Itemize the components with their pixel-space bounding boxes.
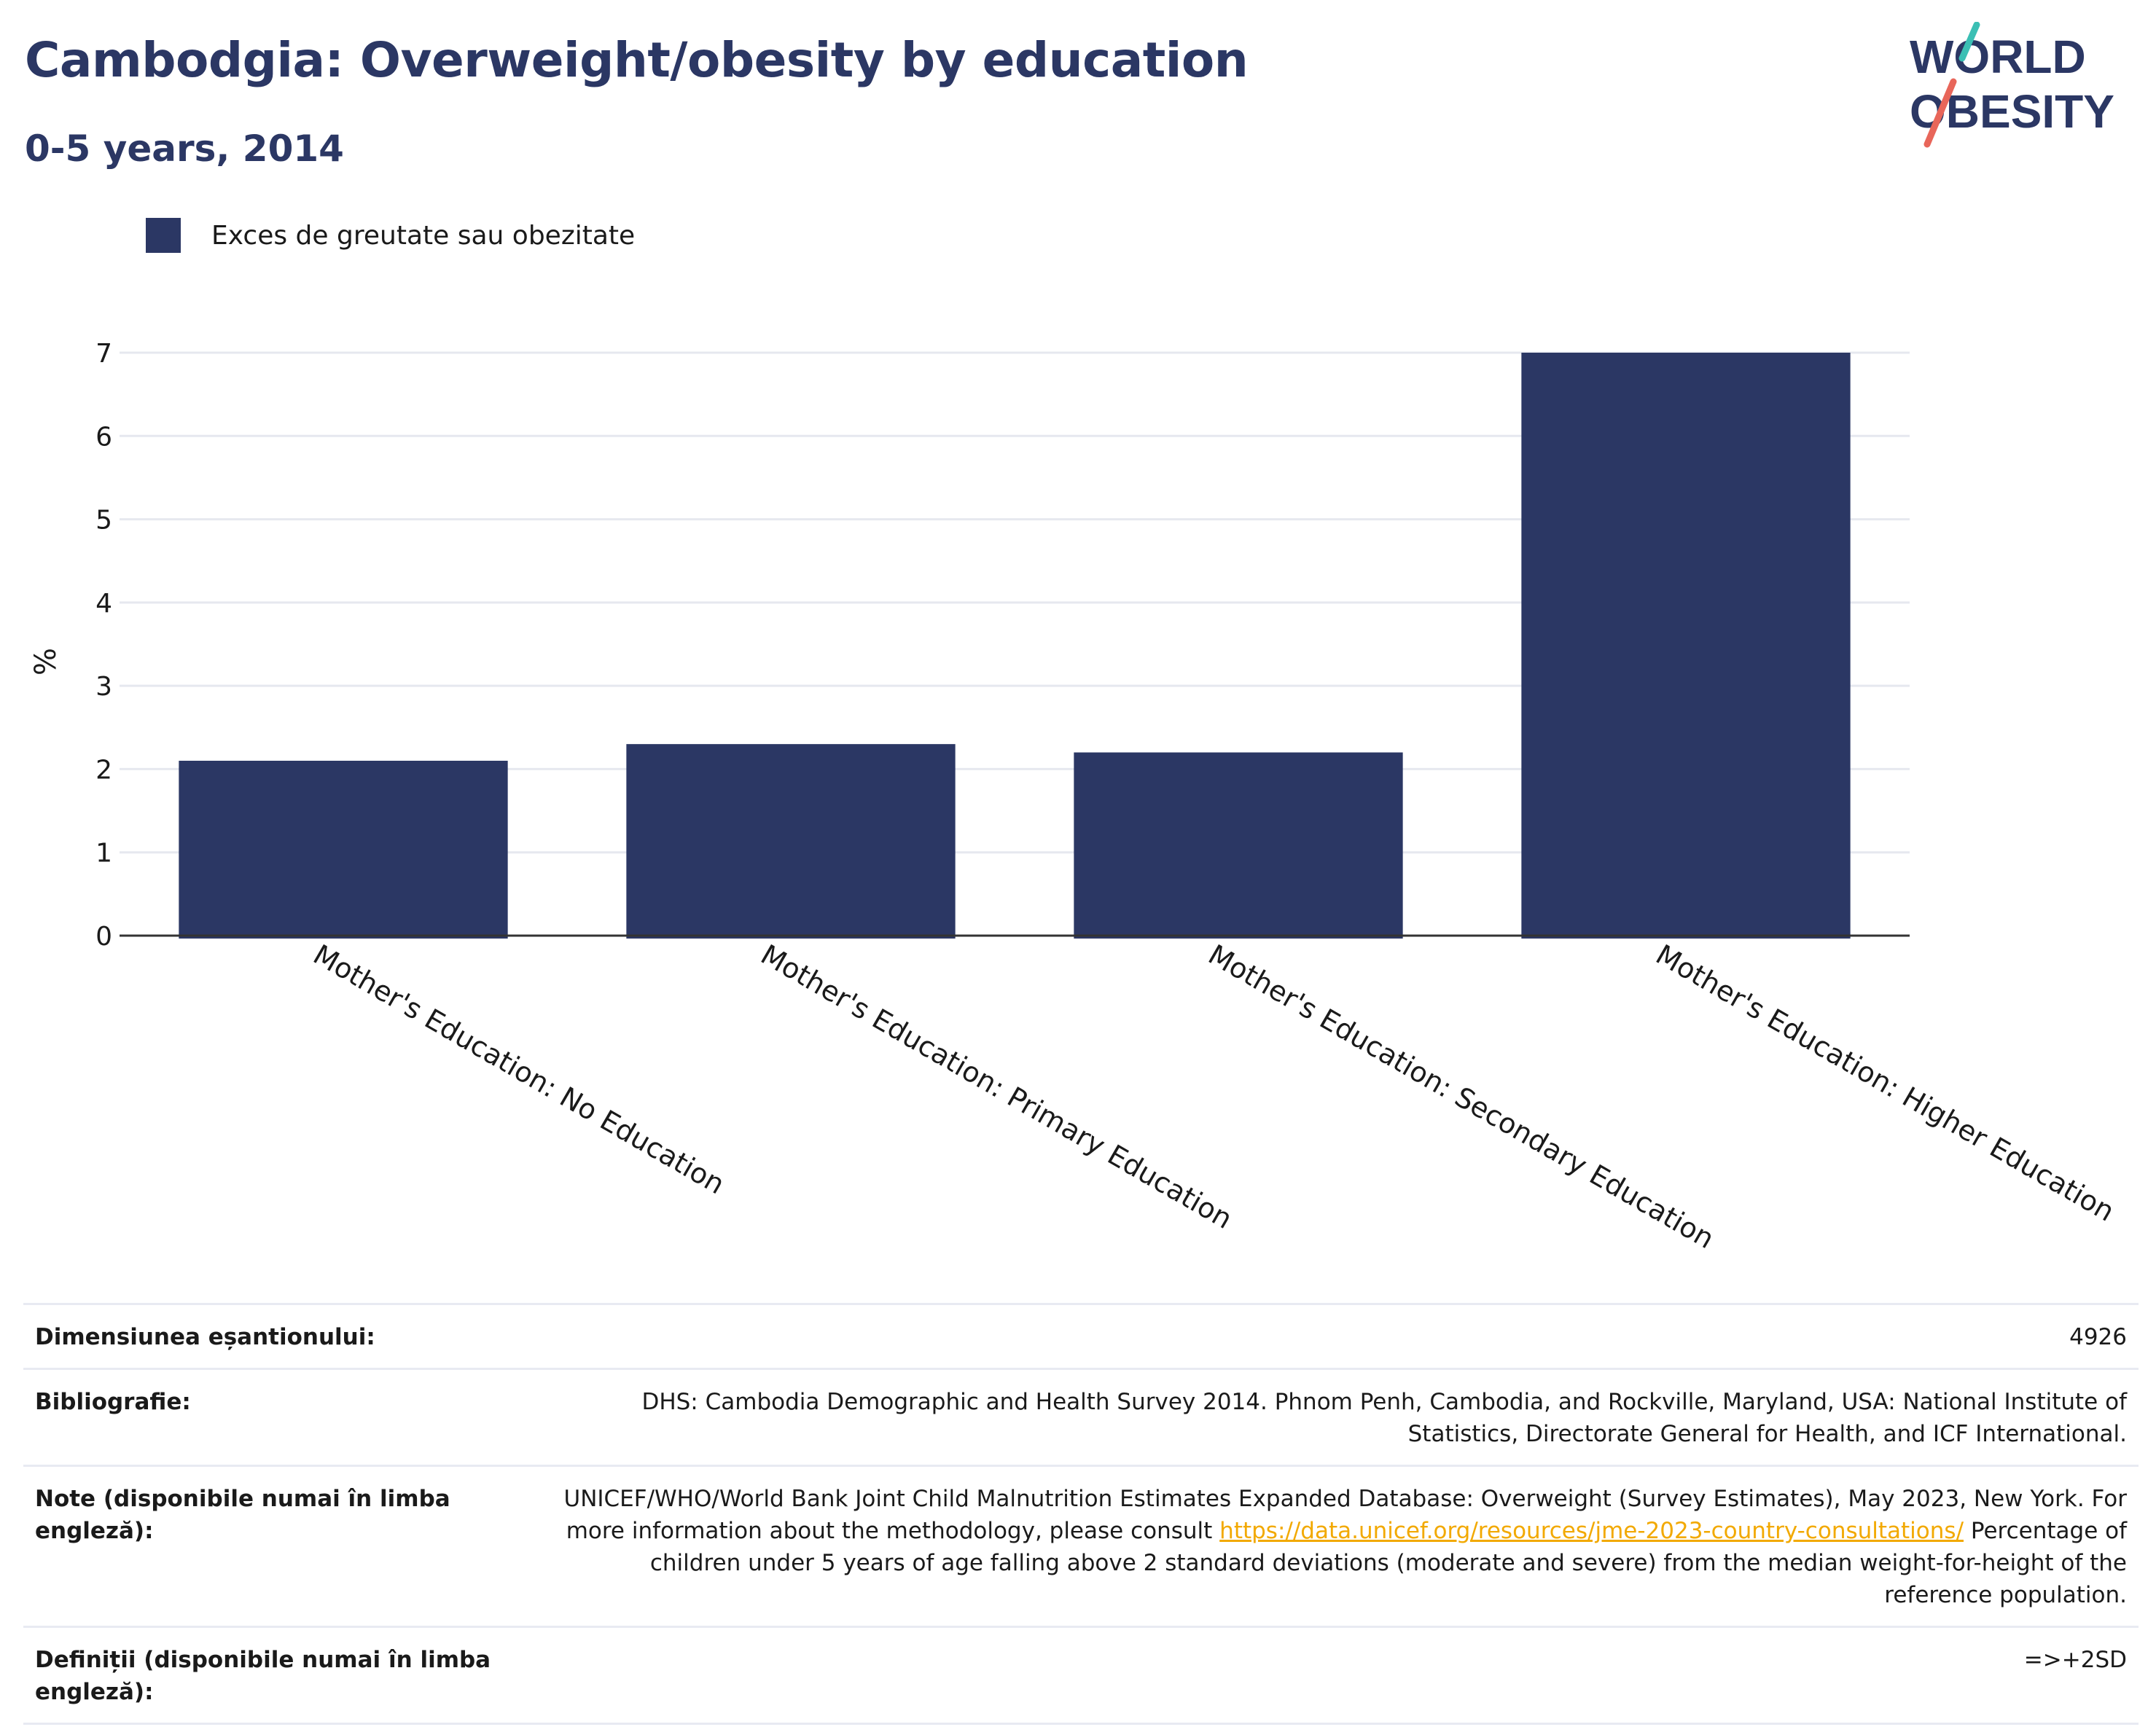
bibliography-value: DHS: Cambodia Demographic and Health Sur… (641, 1389, 2127, 1447)
logo-slash-top (1958, 22, 1980, 62)
sample-size-value: 4926 (2069, 1324, 2127, 1350)
x-tick-label: Mother's Education: Primary Education (756, 939, 1238, 1235)
y-tick-label: 7 (95, 339, 112, 369)
bar (626, 744, 956, 939)
notes-text-2: Percentage of children under 5 years of … (649, 1518, 2127, 1608)
y-tick-label: 2 (95, 755, 112, 785)
y-tick-label: 3 (95, 672, 112, 702)
x-tick-label: Mother's Education: Higher Education (1651, 939, 2120, 1228)
x-tick-label: Mother's Education: Secondary Education (1203, 939, 1720, 1256)
x-tick-label: Mother's Education: No Education (308, 939, 730, 1201)
y-tick-label: 5 (95, 506, 112, 536)
notes-text-1: UNICEF/WHO/World Bank Joint Child Malnut… (563, 1486, 2128, 1544)
meta-row-bibliography: Bibliografie: DHS: Cambodia Demographic … (23, 1368, 2139, 1465)
legend[interactable]: Exces de greutate sau obezitate (146, 217, 635, 254)
meta-row-notes: Note (disponibile numai în limba engleză… (23, 1465, 2139, 1626)
y-axis-label: % (29, 648, 63, 675)
chart-subtitle: 0-5 years, 2014 (25, 128, 344, 170)
world-obesity-logo: WORLD OBESITY (1910, 22, 2114, 148)
metadata-table: Dimensiunea eșantionului: 4926 Bibliogra… (23, 1303, 2139, 1725)
bar-chart: 0 1 2 3 4 5 6 7% Mother's Education: No Educatio… (29, 339, 2120, 1256)
y-tick-label: 4 (95, 589, 112, 619)
definitions-label: Definiții (disponibile numai în limba en… (35, 1647, 491, 1705)
legend-swatch (146, 218, 181, 253)
bar (1074, 752, 1403, 939)
bar (1521, 353, 1851, 939)
logo-slash-bottom (1923, 78, 1957, 148)
notes-link[interactable]: https://data.unicef.org/resources/jme-20… (1219, 1518, 1964, 1544)
meta-row-sample: Dimensiunea eșantionului: 4926 (23, 1303, 2139, 1368)
y-tick-label: 1 (95, 839, 112, 869)
notes-label: Note (disponibile numai în limba engleză… (35, 1486, 450, 1544)
y-tick-label: 6 (95, 422, 112, 452)
chart-title: Cambodgia: Overweight/obesity by educati… (25, 32, 1249, 88)
meta-row-definitions: Definiții (disponibile numai în limba en… (23, 1626, 2139, 1725)
legend-label: Exces de greutate sau obezitate (211, 220, 636, 251)
notes-value: UNICEF/WHO/World Bank Joint Child Malnut… (501, 1483, 2128, 1611)
bar (179, 761, 508, 939)
bibliography-label: Bibliografie: (35, 1389, 191, 1415)
y-tick-label: 0 (95, 922, 112, 952)
sample-size-label: Dimensiunea eșantionului: (35, 1324, 375, 1350)
logo-line1: WORLD (1910, 31, 2086, 83)
definitions-value: =>+2SD (2023, 1647, 2127, 1673)
